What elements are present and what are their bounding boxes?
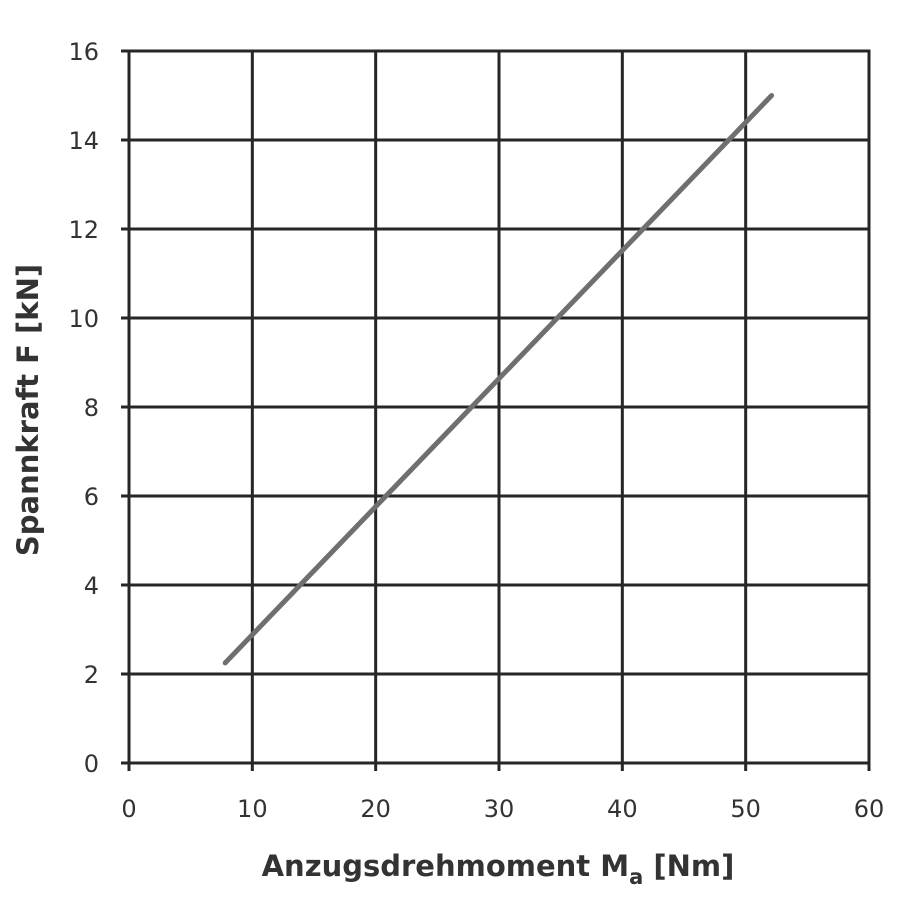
y-tick-label-2: 4 <box>84 572 99 600</box>
grid <box>121 49 871 771</box>
y-tick-label-5: 10 <box>68 305 99 333</box>
x-tick-label-0: 0 <box>121 795 136 823</box>
x-tick-label-6: 60 <box>854 795 885 823</box>
x-tick-label-5: 50 <box>730 795 761 823</box>
y-axis-title: Spannkraft F [kN] <box>11 264 45 556</box>
x-axis-title-unit: [Nm] <box>643 849 734 883</box>
y-tick-label-6: 12 <box>68 216 99 244</box>
y-tick-label-8: 16 <box>68 38 99 66</box>
series-layer <box>222 93 775 666</box>
x-axis-ticks: 0 10 20 30 40 50 60 <box>121 795 884 823</box>
y-tick-label-0: 0 <box>84 750 99 778</box>
y-tick-label-4: 8 <box>84 394 99 422</box>
plot-frame <box>127 49 871 765</box>
y-tick-label-1: 2 <box>84 661 99 689</box>
y-tick-label-7: 14 <box>68 127 99 155</box>
x-tick-label-1: 10 <box>237 795 268 823</box>
y-tick-label-3: 6 <box>84 483 99 511</box>
x-tick-label-4: 40 <box>607 795 638 823</box>
y-axis-ticks: 0 2 4 6 8 10 12 14 16 <box>68 38 99 778</box>
x-tick-label-3: 30 <box>484 795 515 823</box>
x-axis-title: Anzugsdrehmoment Ma [Nm] <box>262 849 735 889</box>
x-tick-label-2: 20 <box>360 795 391 823</box>
x-axis-title-subscript: a <box>629 865 643 889</box>
series-line-0 <box>222 93 775 666</box>
